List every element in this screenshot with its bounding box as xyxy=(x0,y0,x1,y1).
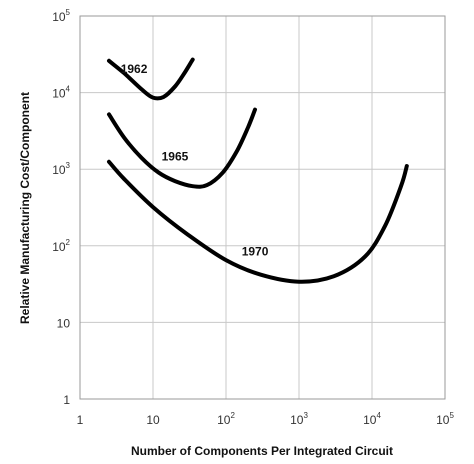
y-tick-label: 104 xyxy=(52,85,70,101)
gridlines xyxy=(80,16,445,399)
x-tick-label: 103 xyxy=(290,411,308,427)
curve-1970 xyxy=(107,159,409,284)
x-tick-label: 102 xyxy=(217,411,235,427)
x-tick-labels: 1 10 102 103 104 105 xyxy=(77,411,455,427)
x-tick-label: 105 xyxy=(436,411,454,427)
x-axis-label: Number of Components Per Integrated Circ… xyxy=(131,444,393,458)
curves xyxy=(107,57,409,284)
series-labels: 1962 1965 1970 xyxy=(121,62,269,258)
x-tick-label: 10 xyxy=(146,413,160,427)
x-tick-label: 1 xyxy=(77,413,84,427)
y-axis-label: Relative Manufacturing Cost/Component xyxy=(18,92,32,324)
series-label-1962: 1962 xyxy=(121,62,148,76)
y-tick-label: 1 xyxy=(63,393,70,407)
curve-1965 xyxy=(107,107,257,189)
curve-1962 xyxy=(107,57,195,101)
series-label-1970: 1970 xyxy=(242,244,269,258)
series-label-1965: 1965 xyxy=(162,149,189,163)
y-tick-label: 103 xyxy=(52,161,70,177)
y-tick-labels: 1 10 102 103 104 105 xyxy=(52,8,70,407)
y-tick-label: 10 xyxy=(57,316,71,330)
y-tick-label: 102 xyxy=(52,238,70,254)
y-tick-label: 105 xyxy=(52,8,70,24)
x-tick-label: 104 xyxy=(363,411,381,427)
plot-frame xyxy=(79,15,446,400)
